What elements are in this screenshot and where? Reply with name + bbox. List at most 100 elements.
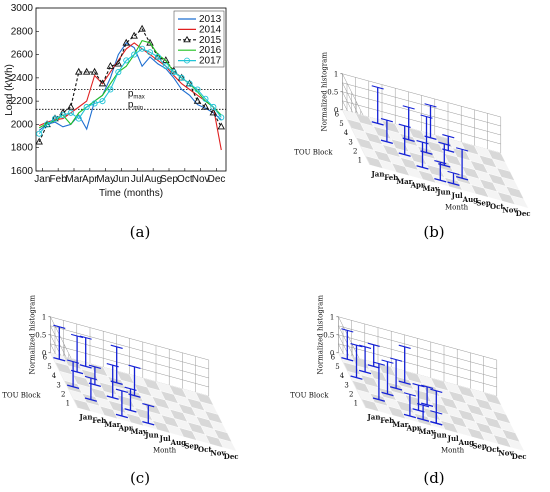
z-tick-label: 0 — [42, 349, 46, 357]
histogram-bar-base — [79, 364, 92, 369]
marker-triangle — [98, 79, 107, 87]
month-tick-label: Aug — [170, 438, 187, 447]
marker-triangle — [90, 67, 99, 75]
block-axis-label: TOU Block — [290, 391, 329, 399]
legend-marker — [183, 35, 191, 43]
histogram-bar-top — [115, 388, 128, 393]
marker-circle — [123, 57, 130, 64]
month-tick-label: Jun — [144, 431, 159, 440]
month-tick-label: Jan — [79, 413, 93, 422]
month-tick-label: Apr — [118, 423, 133, 432]
y-axis-ticks: 1600 1800 2000 2200 2400 2600 2800 3000 — [11, 3, 39, 177]
x-tick-label: Feb — [50, 174, 68, 185]
z-tick-label: 1 — [334, 70, 338, 78]
marker-circle — [59, 112, 66, 119]
marker-triangle — [106, 61, 115, 69]
histogram-bar-base — [420, 402, 434, 408]
histogram-bar-top — [390, 357, 403, 362]
month-axis-label: Month — [445, 203, 469, 211]
histogram-bar-base — [403, 413, 417, 419]
histogram-bar-base — [53, 356, 66, 362]
y-tick-label: 2000 — [11, 119, 34, 130]
month-tick-label: Dec — [224, 452, 239, 461]
block-axis-label: TOU Block — [294, 148, 333, 156]
histogram-bar-base — [124, 408, 137, 413]
marker-triangle — [74, 67, 83, 75]
marker-triangle — [193, 96, 202, 104]
marker-triangle — [122, 38, 131, 46]
y-tick-label: 2200 — [11, 96, 34, 107]
histogram-bar-top — [417, 403, 430, 408]
series-line-2017 — [38, 48, 222, 135]
histogram-bar-top — [403, 392, 416, 397]
month-tick-label: Sep — [184, 441, 199, 450]
x-tick-label: Jul — [131, 174, 144, 185]
marker-circle — [36, 130, 43, 137]
month-tick-label: Mar — [396, 177, 412, 186]
block-tick-label: 5 — [339, 120, 343, 128]
histogram-bar-base — [398, 380, 411, 386]
x-tick-label: Dec — [208, 174, 226, 185]
histogram-bar-base — [358, 369, 372, 375]
x-tick-label: Nov — [192, 174, 210, 185]
histogram-bar-top — [412, 383, 425, 388]
marker-triangle — [138, 24, 146, 32]
block-tick-label: 2 — [349, 390, 353, 398]
block-tick-label: 6 — [43, 354, 48, 362]
marker-circle — [44, 121, 51, 128]
month-tick-label: Jun — [436, 188, 451, 197]
histogram-bar-base — [389, 386, 403, 391]
marker-triangle — [130, 31, 138, 39]
histogram-bar-base — [372, 397, 386, 402]
marker-circle — [202, 95, 209, 102]
histogram-bar-base — [434, 177, 447, 183]
month-tick-label: Jul — [451, 191, 463, 200]
z-axis-label: Normalized histogram — [28, 295, 36, 375]
month-tick-label: Nov — [210, 449, 226, 458]
month-tick-label: Aug — [462, 195, 479, 204]
x-axis-label: Time (months) — [99, 188, 163, 199]
z-tick-label: 0 — [330, 349, 334, 357]
panel-label-a: (a) — [130, 223, 151, 241]
marker-triangle — [35, 137, 43, 145]
month-tick-label: Dec — [512, 452, 527, 461]
histogram-bar-base — [416, 417, 430, 422]
histogram-bar-top — [456, 147, 469, 152]
histogram-bar-top — [402, 105, 415, 110]
marker-circle — [99, 98, 106, 105]
block-tick-label: 4 — [340, 372, 345, 380]
x-tick-label: Jun — [113, 174, 129, 185]
histogram-bar-top — [416, 140, 429, 145]
histogram-bar-base — [371, 121, 384, 126]
block-tick-label: 3 — [348, 138, 352, 146]
floor-cell — [487, 149, 506, 163]
histogram-bar-top — [424, 103, 437, 108]
marker-triangle — [114, 59, 123, 67]
series-lines — [35, 24, 226, 151]
marker-triangle — [201, 102, 210, 110]
month-tick-label: Dec — [516, 209, 531, 218]
month-tick-label: Jul — [447, 434, 459, 443]
marker-circle — [83, 103, 90, 111]
legend-label-2016: 2016 — [199, 45, 222, 56]
block-tick-label: 2 — [61, 390, 65, 398]
month-tick-label: May — [131, 427, 148, 436]
y-axis-label: Load (kWh) — [4, 64, 15, 116]
histogram-bar-top — [421, 384, 434, 389]
marker-circle — [154, 53, 161, 60]
y-tick-label: 1600 — [11, 166, 34, 177]
month-tick-label: Aug — [458, 438, 475, 447]
month-axis-label: Month — [441, 446, 465, 454]
histogram-bar-top — [420, 114, 433, 119]
block-tick-label: 1 — [66, 400, 70, 408]
histogram-bar-top — [79, 335, 92, 340]
histogram-bar-top — [367, 342, 380, 347]
z-tick-label: 1 — [330, 313, 334, 321]
z-tick-label: 0.5 — [323, 331, 334, 339]
month-tick-label: Nov — [502, 206, 518, 215]
